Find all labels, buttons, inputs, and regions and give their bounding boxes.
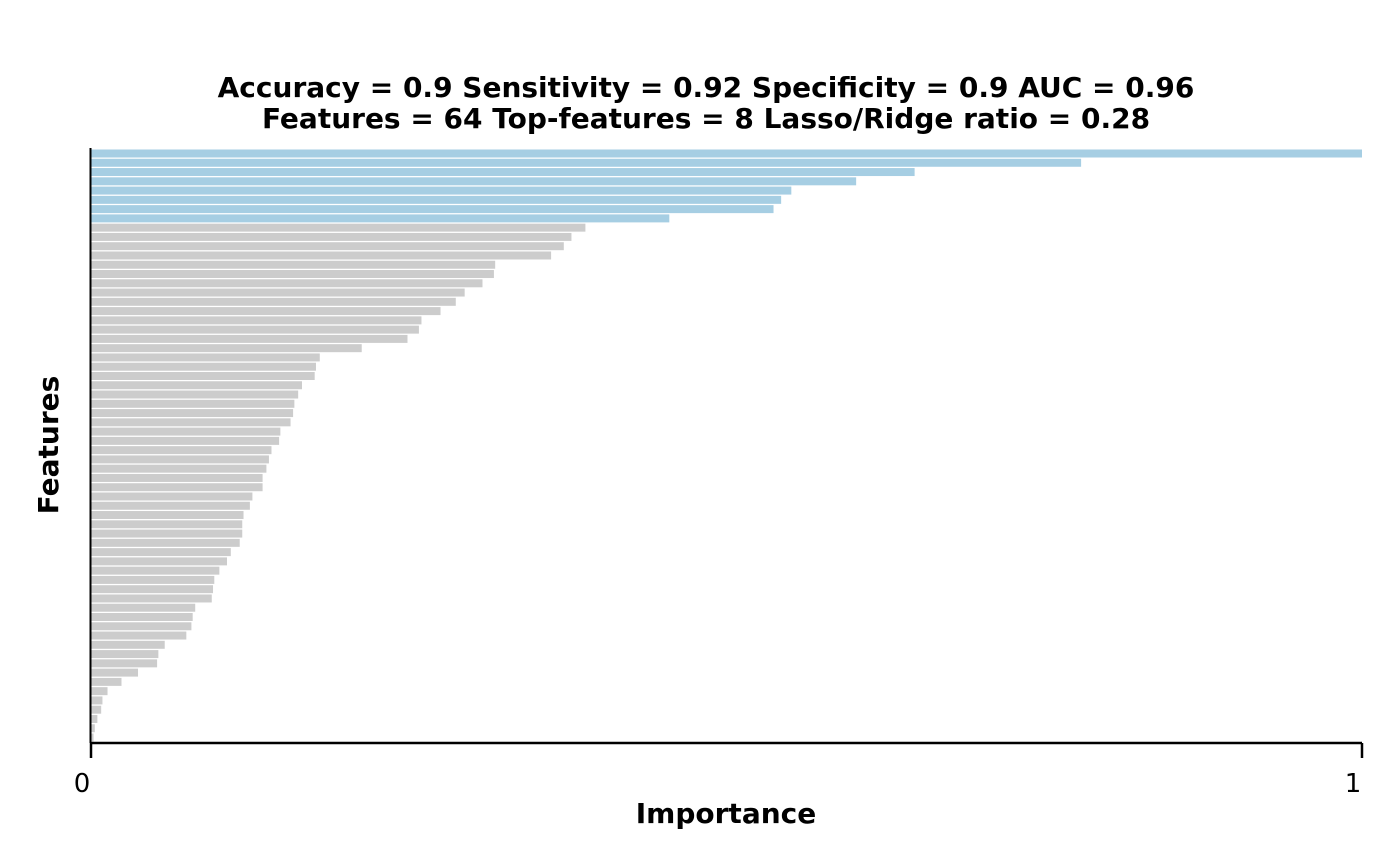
bar-feature-33 — [91, 446, 272, 455]
chart-title-line-1: Accuracy = 0.9 Sensitivity = 0.92 Specif… — [218, 71, 1195, 104]
bar-feature-34 — [91, 455, 269, 464]
bar-feature-25 — [91, 371, 315, 380]
bar-feature-12 — [91, 251, 552, 260]
bar-feature-11 — [91, 242, 564, 251]
bar-feature-54 — [91, 640, 165, 649]
bar-feature-47 — [91, 575, 215, 584]
bar-feature-48 — [91, 585, 214, 594]
bar-feature-23 — [91, 353, 320, 362]
bar-feature-32 — [91, 436, 280, 445]
bar-feature-44 — [91, 548, 231, 557]
bar-feature-51 — [91, 613, 193, 621]
bar-feature-64 — [91, 733, 94, 742]
bar-feature-31 — [91, 427, 281, 436]
bar-feature-17 — [91, 297, 456, 306]
bar-feature-13 — [91, 260, 496, 269]
bar-feature-14 — [91, 270, 494, 279]
bar-feature-61 — [91, 705, 102, 714]
bar-feature-6 — [91, 195, 782, 204]
bar-feature-4 — [91, 177, 857, 186]
bar-feature-46 — [91, 566, 220, 575]
bar-feature-28 — [91, 399, 295, 408]
bar-feature-49 — [91, 594, 212, 603]
bar-feature-36 — [91, 473, 263, 482]
bar-feature-19 — [91, 316, 422, 325]
bar-feature-42 — [91, 529, 243, 538]
bar-feature-50 — [91, 603, 196, 612]
bar-feature-41 — [91, 520, 243, 529]
bar-feature-7 — [91, 205, 774, 214]
bar-feature-59 — [91, 687, 108, 696]
bar-feature-40 — [91, 511, 244, 520]
bar-feature-43 — [91, 538, 240, 547]
bar-feature-15 — [91, 279, 483, 288]
bar-feature-62 — [91, 714, 98, 723]
bar-feature-22 — [91, 344, 362, 353]
bar-feature-1 — [91, 149, 1362, 158]
bar-feature-55 — [91, 650, 159, 659]
bar-feature-63 — [91, 724, 95, 733]
bar-feature-56 — [91, 659, 158, 668]
bar-feature-30 — [91, 418, 291, 427]
bar-feature-45 — [91, 557, 227, 566]
y-axis-label: Features — [32, 376, 65, 515]
x-tick-label-1: 1 — [1345, 769, 1362, 799]
bar-feature-37 — [91, 483, 263, 492]
bar-feature-10 — [91, 232, 572, 241]
bar-feature-2 — [91, 158, 1082, 167]
bar-feature-60 — [91, 696, 103, 705]
bar-feature-24 — [91, 362, 316, 371]
bar-feature-27 — [91, 390, 299, 399]
bar-feature-39 — [91, 501, 250, 510]
x-tick-label-0: 0 — [74, 769, 91, 799]
x-axis-label: Importance — [636, 797, 816, 830]
bar-feature-38 — [91, 492, 253, 501]
bar-feature-35 — [91, 464, 267, 473]
bar-feature-9 — [91, 223, 586, 232]
bar-feature-57 — [91, 668, 139, 677]
bar-feature-58 — [91, 677, 122, 686]
bar-feature-3 — [91, 168, 915, 177]
bar-feature-52 — [91, 622, 192, 631]
bar-feature-21 — [91, 334, 408, 343]
bar-feature-53 — [91, 631, 187, 640]
bar-feature-5 — [91, 186, 792, 195]
bar-feature-20 — [91, 325, 419, 334]
bar-feature-16 — [91, 288, 465, 297]
bar-feature-29 — [91, 409, 294, 418]
bar-feature-26 — [91, 381, 302, 390]
chart-title-line-2: Features = 64 Top-features = 8 Lasso/Rid… — [262, 102, 1150, 135]
bar-feature-8 — [91, 214, 670, 223]
bar-feature-18 — [91, 307, 441, 316]
bars-group — [91, 149, 1362, 742]
